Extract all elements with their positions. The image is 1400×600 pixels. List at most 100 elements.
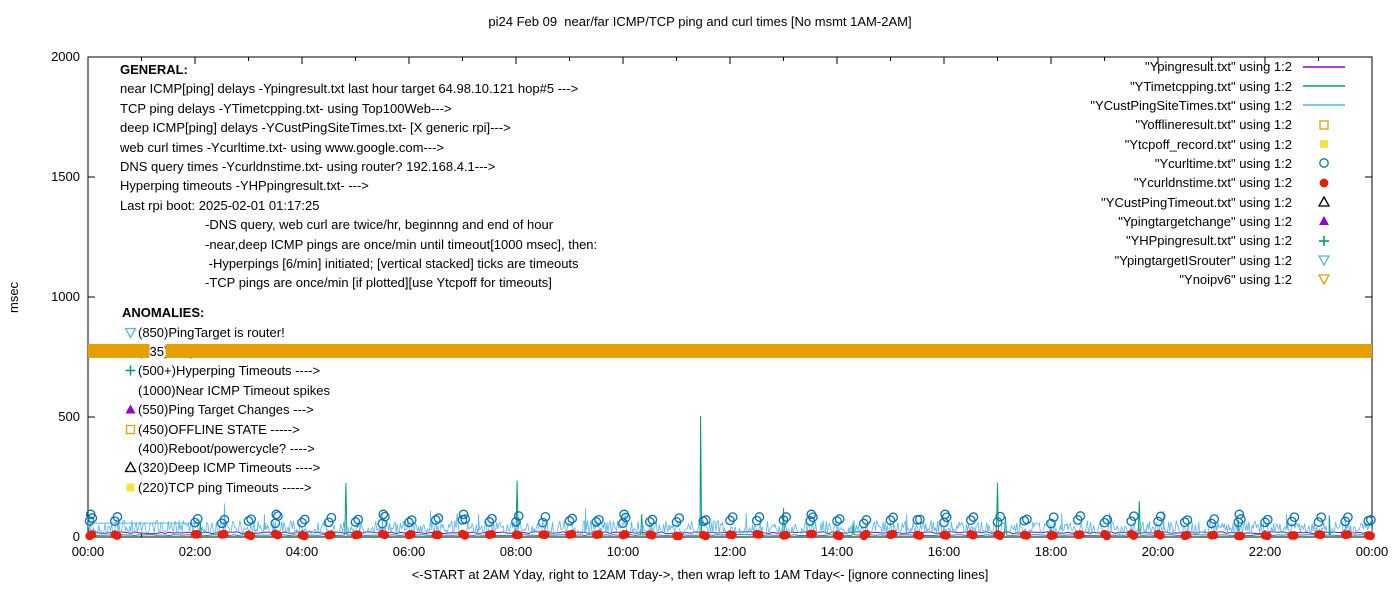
y-tick-label: 1500 — [51, 169, 80, 184]
anomaly-label: (450)OFFLINE STATE -----> — [138, 421, 300, 437]
anomaly-label: (550)Ping Target Changes ---> — [138, 402, 314, 418]
plus-icon — [1319, 235, 1329, 246]
x-tick-label: 08:00 — [499, 544, 533, 559]
anomaly-label: (735)no ipv6 found ----> — [138, 343, 275, 359]
anomaly-marker — [122, 422, 138, 437]
anomaly-label: (320)Deep ICMP Timeouts ----> — [138, 460, 321, 476]
triangle-down-open-icon — [1317, 255, 1331, 267]
anomaly-item: (450)OFFLINE STATE -----> — [122, 419, 330, 438]
x-tick-label: 22:00 — [1248, 544, 1282, 559]
anomaly-label: (220)TCP ping Timeouts -----> — [138, 479, 312, 495]
anomaly-item: (550)Ping Target Changes ---> — [122, 400, 330, 419]
anomalies-header: ANOMALIES: — [122, 305, 205, 320]
triangle-up-filled-icon — [1319, 216, 1329, 226]
chart-legend: "Ypingresult.txt" using 1:2 "YTimetcpping… — [1090, 57, 1348, 289]
anomaly-marker — [122, 441, 138, 456]
triangle-down-open-icon — [123, 327, 137, 339]
legend-entry: "Ypingresult.txt" using 1:2 — [1090, 57, 1348, 76]
legend-label: "YTimetcpping.txt" using 1:2 — [1130, 78, 1292, 94]
line-icon — [1303, 65, 1345, 68]
triangle-up-filled-icon — [125, 404, 135, 414]
legend-sample — [1300, 175, 1348, 191]
circle-open-icon — [1319, 158, 1329, 169]
general-note-line: deep ICMP[ping] delays -YCustPingSiteTim… — [120, 120, 511, 136]
anomaly-label: (400)Reboot/powercycle? ----> — [138, 440, 315, 456]
line-icon — [1303, 104, 1345, 107]
legend-sample — [1300, 97, 1348, 113]
legend-label: "Ytcpoff_record.txt" using 1:2 — [1124, 136, 1292, 152]
legend-sample — [1300, 213, 1348, 229]
legend-sample — [1300, 155, 1348, 171]
legend-entry: "YCustPingSiteTimes.txt" using 1:2 — [1090, 96, 1348, 115]
plus-icon — [125, 365, 135, 376]
circle-filled-icon — [1319, 178, 1329, 188]
x-tick-label: 06:00 — [392, 544, 426, 559]
legend-sample — [1300, 117, 1348, 133]
y-tick-label: 500 — [58, 409, 80, 424]
legend-entry: "Ytcpoff_record.txt" using 1:2 — [1090, 134, 1348, 153]
general-header: GENERAL: — [120, 62, 188, 77]
legend-sample — [1300, 271, 1348, 287]
legend-label: "YpingtargetISrouter" using 1:2 — [1114, 252, 1292, 268]
general-notes-block: GENERAL: near ICMP[ping] delays -Ypingre… — [120, 60, 597, 293]
x-axis-label: <-START at 2AM Yday, right to 12AM Tday-… — [411, 567, 989, 582]
x-tick-label: 20:00 — [1141, 544, 1175, 559]
anomaly-marker — [122, 325, 138, 340]
x-tick-label: 16:00 — [927, 544, 961, 559]
general-note-line: -TCP pings are once/min [if plotted][use… — [205, 275, 552, 291]
legend-entry: "Ynoipv6" using 1:2 — [1090, 270, 1348, 289]
legend-label: "Ynoipv6" using 1:2 — [1179, 271, 1292, 287]
legend-entry: "Ycurltime.txt" using 1:2 — [1090, 154, 1348, 173]
x-tick-label: 00:00 — [1355, 544, 1389, 559]
general-note-line: web curl times -Ycurltime.txt- using www… — [120, 139, 445, 155]
general-note-line: -near,deep ICMP pings are once/min until… — [205, 236, 598, 252]
anomaly-label: (850)PingTarget is router! — [138, 324, 285, 340]
general-note-line: TCP ping delays -YTimetcpping.txt- using… — [120, 100, 452, 116]
anomaly-item: (735)no ipv6 found ----> — [122, 342, 330, 361]
legend-sample — [1300, 194, 1348, 210]
general-note-line: Hyperping timeouts -YHPpingresult.txt- -… — [120, 178, 369, 194]
anomalies-block: ANOMALIES: (850)PingTarget is router! (73… — [122, 303, 330, 497]
y-tick-label: 2000 — [51, 49, 80, 64]
legend-label: "Ypingresult.txt" using 1:2 — [1144, 59, 1292, 75]
anomaly-marker — [122, 460, 138, 475]
x-tick-label: 18:00 — [1034, 544, 1068, 559]
legend-entry: "YpingtargetISrouter" using 1:2 — [1090, 250, 1348, 269]
anomaly-label: (1000)Near ICMP Timeout spikes — [138, 382, 330, 398]
legend-label: "YCustPingSiteTimes.txt" using 1:2 — [1090, 97, 1292, 113]
legend-label: "Ycurldnstime.txt" using 1:2 — [1133, 175, 1292, 191]
anomaly-item: (1000)Near ICMP Timeout spikes — [122, 381, 330, 400]
x-tick-label: 02:00 — [178, 544, 212, 559]
line-icon — [1303, 85, 1345, 87]
x-tick-label: 04:00 — [285, 544, 319, 559]
anomaly-marker — [122, 402, 138, 417]
square-filled-icon — [126, 483, 134, 492]
legend-label: "YCustPingTimeout.txt" using 1:2 — [1101, 194, 1292, 210]
anomaly-item: (220)TCP ping Timeouts -----> — [122, 478, 330, 497]
y-tick-label: 1000 — [51, 289, 80, 304]
legend-label: "Yofflineresult.txt" using 1:2 — [1135, 117, 1292, 133]
triangle-up-open-icon — [123, 461, 137, 473]
legend-entry: "Yofflineresult.txt" using 1:2 — [1090, 115, 1348, 134]
general-note-line: -Hyperpings [6/min] initiated; [vertical… — [205, 256, 579, 272]
x-tick-label: 12:00 — [713, 544, 747, 559]
general-note-line: -DNS query, web curl are twice/hr, begin… — [205, 217, 554, 233]
triangle-up-open-icon — [1317, 195, 1331, 207]
general-note-line: near ICMP[ping] delays -Ypingresult.txt … — [120, 81, 579, 97]
anomaly-marker — [122, 363, 138, 378]
anomaly-marker — [122, 383, 138, 398]
legend-label: "YHPpingresult.txt" using 1:2 — [1125, 233, 1292, 249]
square-open-icon — [125, 424, 135, 434]
square-open-icon — [1319, 120, 1329, 130]
triangle-down-open-icon — [123, 346, 137, 358]
legend-sample — [1300, 252, 1348, 268]
anomaly-marker — [122, 344, 138, 359]
legend-entry: "Ycurldnstime.txt" using 1:2 — [1090, 173, 1348, 192]
legend-sample — [1300, 136, 1348, 152]
triangle-down-open-icon — [1317, 274, 1331, 286]
x-tick-label: 14:00 — [820, 544, 854, 559]
legend-sample — [1300, 78, 1348, 94]
general-note-line: Last rpi boot: 2025-02-01 01:17:25 — [120, 197, 320, 213]
legend-sample — [1300, 233, 1348, 249]
